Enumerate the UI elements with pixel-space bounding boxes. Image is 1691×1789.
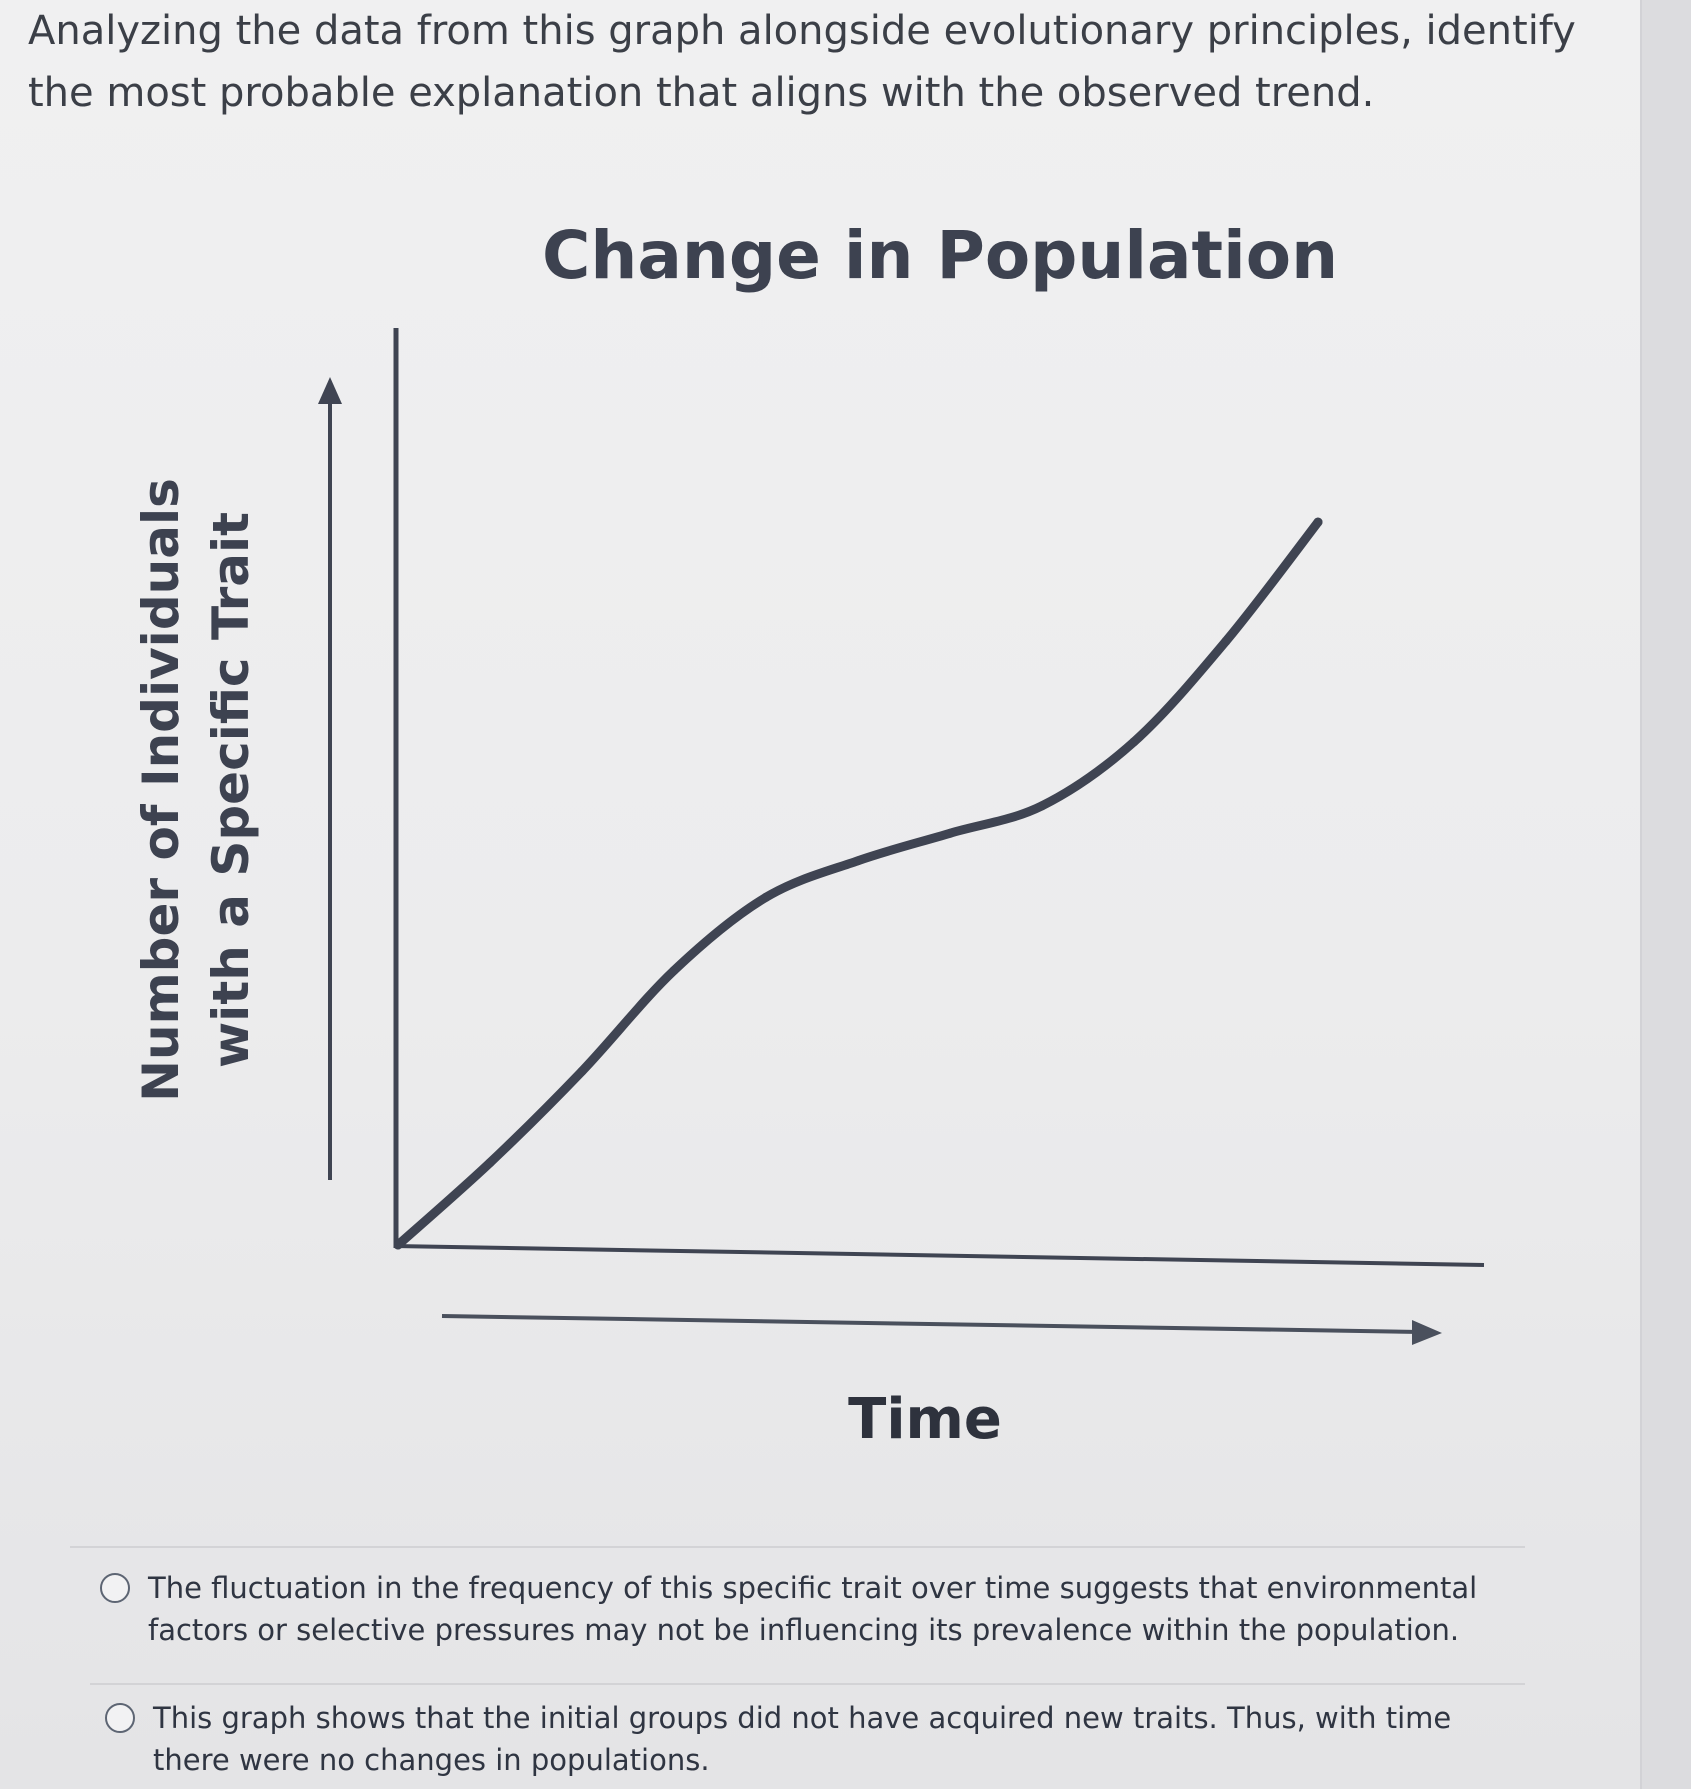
question-panel [0, 0, 1642, 1789]
data-point-3 [669, 966, 679, 975]
question-text: Analyzing the data from this graph along… [28, 8, 1576, 116]
y-arrow-head [318, 377, 342, 404]
x-axis [393, 1244, 1485, 1267]
y-axis-label-line-2: with a Specific Trait [202, 512, 260, 1068]
data-point-2 [577, 1066, 587, 1076]
series-line [393, 517, 1323, 1250]
radio-button-2[interactable] [105, 1703, 135, 1733]
x-direction-arrow [441, 1314, 1421, 1334]
answer-option-2-text: This graph shows that the initial groups… [153, 1701, 1452, 1777]
data-point-8 [1129, 737, 1139, 747]
data-point-0 [393, 1240, 403, 1250]
data-point-10 [1313, 517, 1323, 527]
data-point-5 [853, 856, 863, 866]
x-arrow-head [1412, 1320, 1442, 1345]
options-top-divider [70, 1546, 1525, 1548]
radio-button-1[interactable] [100, 1573, 130, 1603]
data-point-9 [1221, 636, 1231, 646]
answer-option-2[interactable]: This graph shows that the initial groups… [105, 1697, 1505, 1781]
options-middle-divider [90, 1683, 1525, 1685]
answer-option-1[interactable]: The fluctuation in the frequency of this… [100, 1567, 1520, 1651]
chart-title: Change in Population [542, 217, 1338, 294]
data-point-1 [485, 1158, 495, 1168]
data-point-4 [761, 892, 771, 902]
data-point-6 [945, 828, 955, 838]
y-axis-label-line-1: Number of Individuals [132, 478, 190, 1102]
x-axis-label: Time [848, 1387, 1002, 1452]
answer-option-1-text: The fluctuation in the frequency of this… [148, 1571, 1478, 1647]
data-point-7 [1037, 801, 1047, 811]
page-gutter [1642, 0, 1691, 1789]
